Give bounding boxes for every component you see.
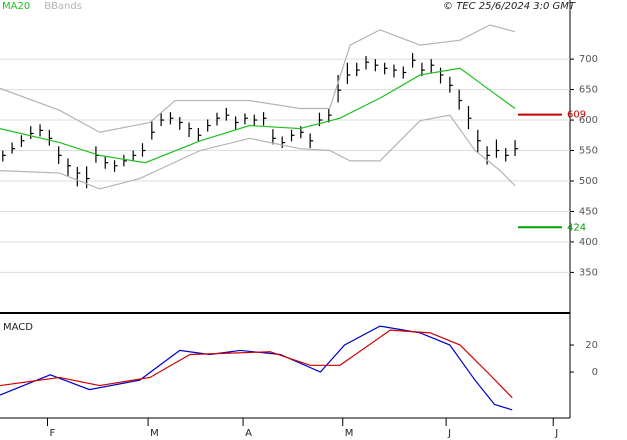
y-tick-label: 500 — [579, 176, 598, 187]
macd-line — [0, 325, 513, 411]
x-tick-label: F — [50, 428, 56, 439]
ma-line — [0, 67, 516, 164]
legend-label: MA20 — [2, 1, 30, 12]
band-line — [0, 24, 516, 133]
y-tick-label: 550 — [579, 146, 598, 157]
x-tick-label: M — [345, 428, 354, 439]
x-tick-label: M — [150, 428, 159, 439]
x-tick-label: J — [447, 428, 451, 439]
y-tick-label: 0 — [592, 367, 598, 378]
y-tick-label: 600 — [579, 115, 598, 126]
x-tick-label: A — [245, 428, 252, 439]
chart-title: © TEC 25/6/2024 3:0 GMT — [443, 1, 576, 12]
x-tick-label: J — [554, 428, 558, 439]
macd-line — [0, 329, 513, 399]
panel-title: MACD — [3, 322, 33, 333]
y-tick-label: 700 — [579, 54, 598, 65]
y-tick-label: 450 — [579, 206, 598, 217]
band-line — [0, 114, 516, 190]
level-label: 609 — [567, 110, 586, 121]
level-label: 424 — [567, 222, 586, 233]
legend-label: BBands — [44, 1, 82, 12]
y-tick-label: 350 — [579, 267, 598, 278]
y-tick-label: 400 — [579, 237, 598, 248]
y-tick-label: 650 — [579, 85, 598, 96]
y-tick-label: 20 — [585, 340, 598, 351]
